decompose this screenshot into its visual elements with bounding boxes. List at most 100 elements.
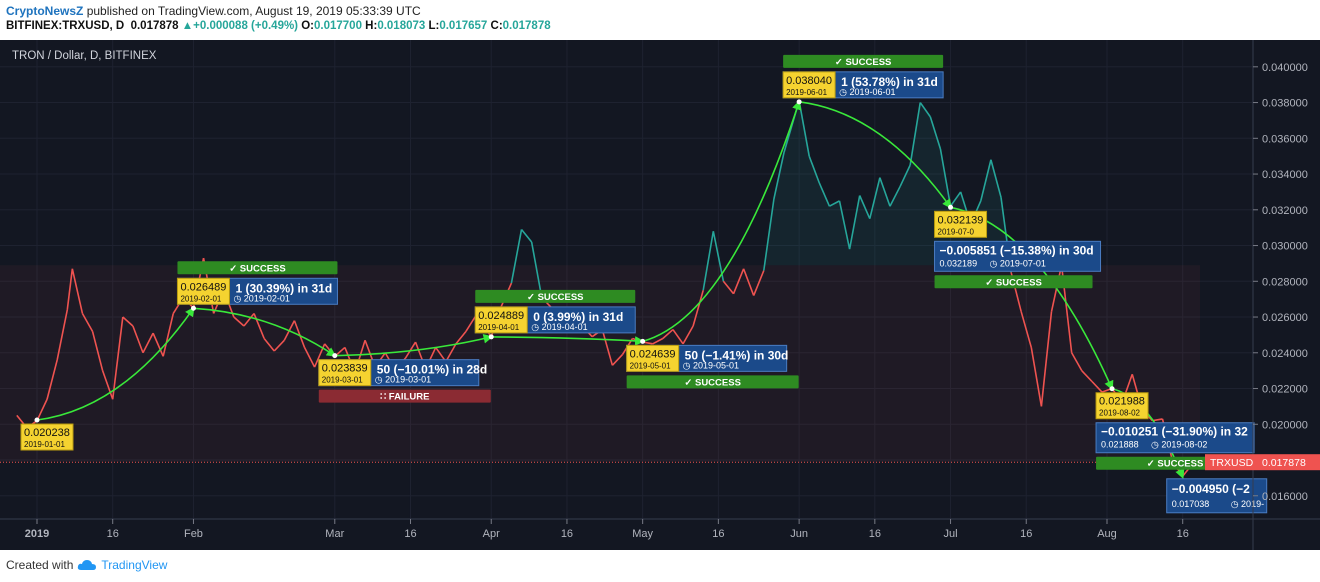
price-segment [818, 182, 831, 207]
publish-line: CryptoNewsZ published on TradingView.com… [6, 4, 421, 18]
price-label-date: 2019-05-01 [630, 361, 671, 370]
price-tick-label: 0.022000 [1262, 384, 1308, 396]
stats-date: ◷ 2019-04-01 [531, 322, 587, 332]
price-tick-label: 0.036000 [1262, 133, 1308, 145]
chart-title: TRON / Dollar, D, BITFINEX [12, 50, 157, 62]
up-triangle-icon: ▲ [181, 20, 194, 32]
price-segment [838, 200, 851, 250]
price-label-value: 0.024639 [630, 348, 676, 360]
price-segment [303, 347, 316, 368]
price-segment [611, 354, 624, 366]
price-tick-label: 0.016000 [1262, 491, 1308, 503]
time-tick-label: Jun [790, 528, 808, 540]
status-badge: ✓ SUCCESS [177, 261, 338, 275]
current-price-tag-bg [1205, 454, 1320, 471]
price-label-value: 0.021988 [1099, 396, 1145, 408]
time-tick-label: 16 [404, 528, 416, 540]
stats-change: −0.005851 (−15.38%) in 30d [940, 243, 1094, 257]
projection-arrow [642, 100, 802, 343]
price-label-value: 0.032139 [938, 214, 984, 226]
stats-date: ◷ 2019-08-02 [1151, 440, 1207, 450]
price-segment [1091, 380, 1103, 393]
status-text: ✓ SUCCESS [684, 377, 741, 388]
price-segment [949, 191, 962, 207]
status-text: ✓ SUCCESS [1147, 459, 1204, 470]
time-tick-label: 16 [712, 528, 724, 540]
status-text: ✓ SUCCESS [527, 292, 584, 303]
price-segment [1070, 352, 1083, 372]
price-segment [66, 268, 74, 310]
status-badge: ✓ SUCCESS [783, 54, 944, 68]
price-segment [46, 359, 58, 400]
price-segment [899, 164, 911, 187]
price-label [1095, 392, 1149, 420]
time-tick-label: Aug [1097, 528, 1117, 540]
price-segment [81, 313, 94, 332]
price-segment [808, 155, 821, 184]
price-segment [122, 316, 134, 327]
stats-date: ◷ 2019-02-01 [233, 293, 289, 303]
anchor-point [948, 204, 954, 210]
price-tick-label: 0.020000 [1262, 419, 1308, 431]
price-label-date: 2019-07-0 [938, 227, 975, 236]
status-badge: ✓ SUCCESS [934, 275, 1093, 289]
price-segment [990, 159, 1002, 198]
time-tick-label: Feb [184, 528, 203, 540]
price-segment [455, 330, 467, 345]
price-label [474, 306, 528, 334]
price-segment [682, 325, 694, 345]
status-text: ✓ SUCCESS [835, 57, 892, 68]
created-with-text: Created with [6, 558, 74, 572]
anchor-point [34, 417, 40, 423]
price-segment [1020, 311, 1033, 348]
time-tick-label: 16 [107, 528, 119, 540]
price-segment [233, 316, 245, 327]
price-segment [879, 177, 891, 207]
price-segment [869, 177, 881, 219]
price-label-date: 2019-02-01 [180, 294, 221, 303]
price-label [782, 71, 836, 99]
price-segment [858, 195, 871, 220]
anchor-point [488, 334, 494, 340]
price-label-date: 2019-06-01 [786, 88, 827, 97]
price-segment [829, 200, 840, 207]
time-tick-label: Mar [325, 528, 344, 540]
stats-change: −0.004950 (−2 [1172, 482, 1250, 496]
price-segment [889, 186, 901, 207]
tradingview-brand[interactable]: TradingView [101, 558, 168, 572]
time-tick-label: Jul [944, 528, 958, 540]
time-axis[interactable]: 2019 16 Feb Mar 16 Apr 16 May 16 Jun 16 Jul 16 Aug 16 [25, 519, 1189, 540]
price-segment [848, 195, 861, 250]
price-label-value: 0.020238 [24, 427, 70, 439]
projection-arrow [491, 336, 645, 346]
stats-change: 50 (−1.41%) in 30d [685, 348, 789, 362]
price-segment [263, 337, 275, 352]
price-segment [1152, 418, 1163, 422]
price-segment [939, 148, 952, 207]
stats-date: ◷ 2019-07-01 [990, 258, 1046, 268]
price-segment [162, 313, 175, 357]
price-segment [742, 268, 755, 296]
projection-arrow [36, 306, 195, 421]
time-tick-label: 16 [1177, 528, 1189, 540]
anchor-point [332, 353, 338, 359]
price-segment [111, 316, 124, 400]
time-tick-label: 16 [561, 528, 573, 540]
stats-date: ◷ 2019-06-01 [839, 87, 895, 97]
time-tick-label: 2019 [25, 528, 49, 540]
publisher-name[interactable]: CryptoNewsZ [6, 4, 84, 18]
price-tick-label: 0.034000 [1262, 169, 1308, 181]
current-price-tag: TRXUSD 0.017878 [1205, 454, 1320, 471]
stats-box [1166, 478, 1268, 514]
low-value: 0.017657 [439, 20, 488, 32]
price-segment [763, 198, 775, 271]
status-badge: ✓ SUCCESS [626, 375, 799, 389]
status-badge: ✓ SUCCESS [475, 289, 636, 303]
price-tick-label: 0.032000 [1262, 205, 1308, 217]
price-segment [101, 370, 114, 400]
price-segment [132, 325, 144, 354]
status-text: ✓ SUCCESS [229, 263, 286, 274]
price-label-value: 0.038040 [786, 75, 832, 87]
stats-value: 0.017038 [1172, 499, 1210, 509]
